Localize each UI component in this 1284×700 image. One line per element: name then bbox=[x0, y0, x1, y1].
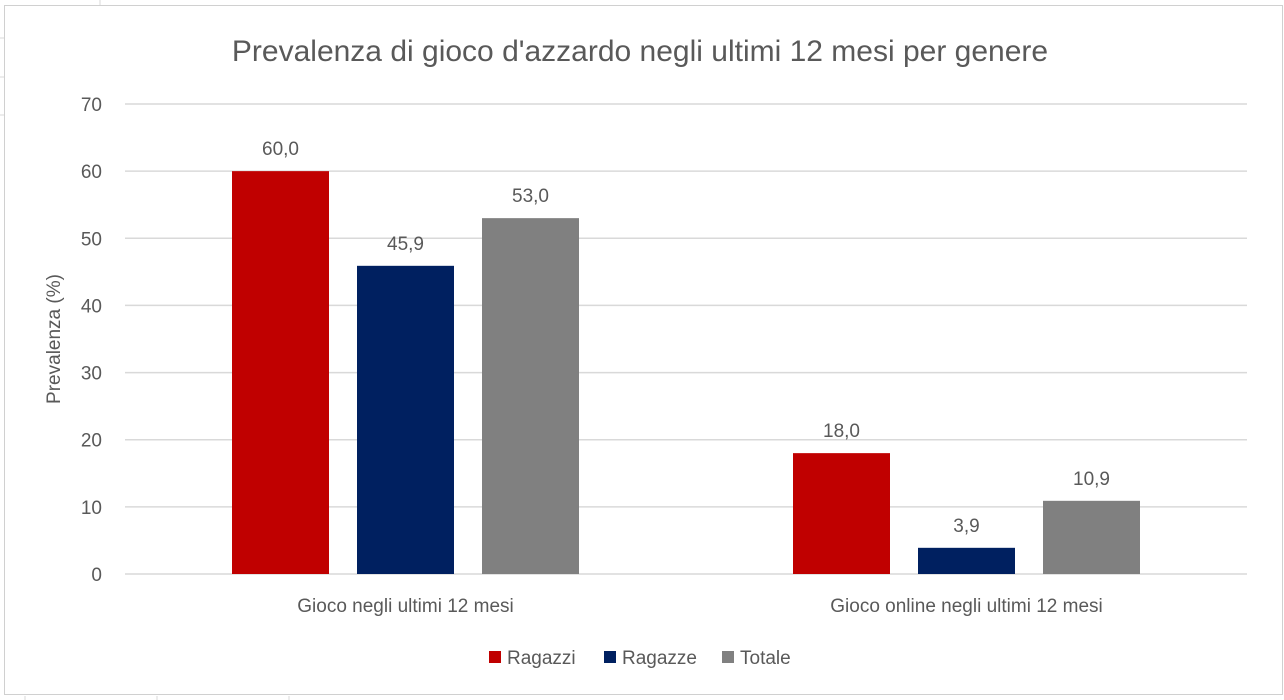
legend-label: Ragazze bbox=[622, 648, 697, 669]
legend-item-ragazze[interactable]: Ragazze bbox=[604, 648, 697, 669]
legend-swatch bbox=[604, 651, 616, 663]
y-tick-label: 50 bbox=[81, 229, 102, 250]
y-tick-label: 20 bbox=[81, 431, 102, 452]
data-label: 18,0 bbox=[823, 421, 860, 442]
sheet-gridlines bbox=[0, 0, 290, 700]
data-label: 10,9 bbox=[1073, 469, 1110, 490]
data-label: 60,0 bbox=[262, 139, 299, 160]
y-tick-label: 0 bbox=[91, 565, 102, 586]
legend-swatch bbox=[489, 651, 501, 663]
data-label: 45,9 bbox=[387, 234, 424, 255]
bar-ragazzi[interactable] bbox=[793, 453, 890, 574]
chart-area[interactable] bbox=[4, 5, 1283, 695]
bar-totale[interactable] bbox=[1043, 500, 1140, 574]
legend-label: Totale bbox=[740, 648, 791, 669]
legend-label: Ragazzi bbox=[507, 648, 576, 669]
bar-ragazzi[interactable] bbox=[232, 171, 329, 574]
x-tick-label: Gioco online negli ultimi 12 mesi bbox=[830, 596, 1102, 617]
bar-ragazze[interactable] bbox=[357, 265, 454, 574]
data-label: 3,9 bbox=[953, 516, 979, 537]
y-tick-label: 70 bbox=[81, 95, 102, 116]
y-tick-label: 40 bbox=[81, 296, 102, 317]
y-tick-label: 30 bbox=[81, 364, 102, 385]
legend-item-totale[interactable]: Totale bbox=[722, 648, 791, 669]
bar-ragazze[interactable] bbox=[918, 547, 1015, 574]
x-tick-label: Gioco negli ultimi 12 mesi bbox=[297, 596, 513, 617]
chart-title: Prevalenza di gioco d'azzardo negli ulti… bbox=[232, 35, 1048, 68]
bar-totale[interactable] bbox=[482, 218, 579, 574]
legend-swatch bbox=[722, 651, 734, 663]
y-axis-label: Prevalenza (%) bbox=[44, 274, 65, 404]
y-tick-label: 60 bbox=[81, 162, 102, 183]
y-tick-label: 10 bbox=[81, 498, 102, 519]
legend-item-ragazzi[interactable]: Ragazzi bbox=[489, 648, 576, 669]
data-label: 53,0 bbox=[512, 186, 549, 207]
